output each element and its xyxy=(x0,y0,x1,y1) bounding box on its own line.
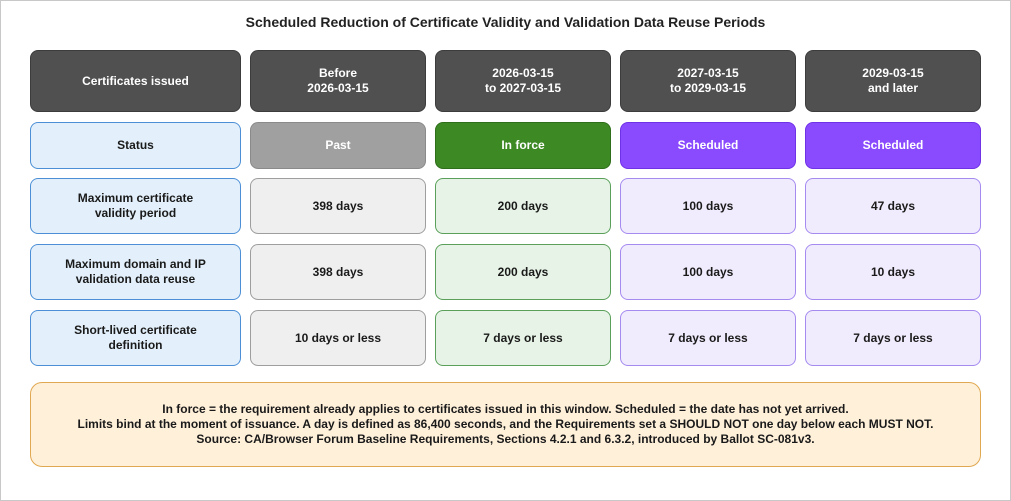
short-lived-past: 10 days or less xyxy=(250,310,426,366)
data-reuse-2029: 10 days xyxy=(805,244,981,300)
row-label-status: Status xyxy=(30,122,241,169)
footnote-box: In force = the requirement already appli… xyxy=(30,382,981,467)
header-column-4: 2029-03-15 and later xyxy=(805,50,981,112)
footnote-line-2: Limits bind at the moment of issuance. A… xyxy=(77,417,934,431)
short-lived-in-force: 7 days or less xyxy=(435,310,611,366)
status-in-force: In force xyxy=(435,122,611,169)
status-scheduled-2: Scheduled xyxy=(805,122,981,169)
max-validity-2029: 47 days xyxy=(805,178,981,234)
status-scheduled-1: Scheduled xyxy=(620,122,796,169)
short-lived-2027: 7 days or less xyxy=(620,310,796,366)
max-validity-2027: 100 days xyxy=(620,178,796,234)
header-column-1: Before 2026-03-15 xyxy=(250,50,426,112)
header-row-label: Certificates issued xyxy=(30,50,241,112)
header-column-3: 2027-03-15 to 2029-03-15 xyxy=(620,50,796,112)
row-label-max-validity: Maximum certificate validity period xyxy=(30,178,241,234)
diagram-title: Scheduled Reduction of Certificate Valid… xyxy=(245,14,766,30)
data-reuse-in-force: 200 days xyxy=(435,244,611,300)
data-reuse-past: 398 days xyxy=(250,244,426,300)
footnote-line-1: In force = the requirement already appli… xyxy=(162,402,849,416)
data-reuse-2027: 100 days xyxy=(620,244,796,300)
row-label-short-lived: Short-lived certificate definition xyxy=(30,310,241,366)
max-validity-past: 398 days xyxy=(250,178,426,234)
footnote-line-3: Source: CA/Browser Forum Baseline Requir… xyxy=(196,432,815,446)
short-lived-2029: 7 days or less xyxy=(805,310,981,366)
max-validity-in-force: 200 days xyxy=(435,178,611,234)
status-past: Past xyxy=(250,122,426,169)
header-column-2: 2026-03-15 to 2027-03-15 xyxy=(435,50,611,112)
row-label-data-reuse: Maximum domain and IP validation data re… xyxy=(30,244,241,300)
